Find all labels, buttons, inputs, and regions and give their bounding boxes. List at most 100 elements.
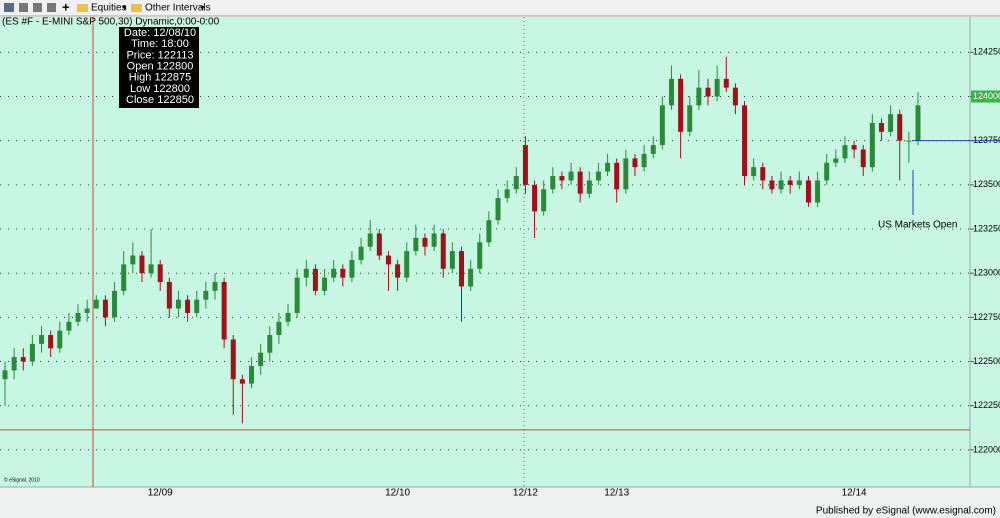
candle-body (121, 264, 127, 291)
candle-body (513, 176, 519, 190)
candle-body (431, 233, 437, 247)
toolbar-add[interactable]: + (62, 0, 70, 14)
candle-body (504, 189, 510, 199)
candle-body (267, 335, 273, 353)
y-tick-label: 124250 (973, 47, 1000, 57)
y-tick-label: 123500 (973, 179, 1000, 189)
tooltip-line: Close 122850 (126, 94, 194, 106)
candle-body (805, 180, 811, 203)
candle-body (787, 180, 793, 185)
candle-body (422, 237, 428, 247)
candle-body (495, 198, 501, 221)
candle-body (194, 299, 200, 313)
candle-body (66, 321, 72, 331)
candle-body (897, 114, 903, 141)
candle-body (294, 277, 300, 313)
toolbar-icon[interactable] (47, 3, 56, 12)
candle-body (851, 145, 857, 150)
candle-body (349, 259, 355, 278)
candle-body (860, 149, 866, 168)
toolbar-menu[interactable]: Other Intervals (145, 3, 211, 14)
toolbar (0, 0, 1000, 16)
candle-body (112, 290, 118, 318)
dropdown-arrow[interactable]: ▼ (199, 5, 206, 12)
candle-body (778, 180, 784, 190)
y-tick-label: 122500 (973, 356, 1000, 366)
folder-icon[interactable] (77, 4, 88, 12)
y-tick-label: 122000 (973, 444, 1000, 454)
toolbar-menu[interactable]: Equities (91, 3, 127, 14)
candle-body (760, 167, 766, 181)
candle-body (869, 123, 875, 168)
candle-body (605, 162, 611, 172)
candle-body (93, 299, 99, 309)
candle-body (212, 282, 218, 291)
candle-body (75, 312, 81, 322)
dropdown-arrow[interactable]: ▼ (121, 5, 128, 12)
x-tick-label: 12/10 (385, 488, 410, 499)
candle-body (39, 335, 45, 344)
candle-body (2, 370, 8, 380)
candle-body (166, 282, 172, 309)
y-tick-label: 123000 (973, 268, 1000, 278)
candle-body (751, 167, 757, 177)
x-tick-label: 12/09 (148, 488, 173, 499)
toolbar-icon[interactable] (4, 3, 14, 12)
tooltip-box (119, 27, 199, 108)
candle-body (57, 330, 63, 349)
x-axis-area (0, 487, 1000, 518)
candle-body (796, 180, 802, 185)
candle-body (522, 145, 528, 185)
candle-body (358, 246, 364, 260)
toolbar-icon[interactable] (19, 3, 28, 12)
candle-body (440, 233, 446, 269)
candle-body (915, 105, 921, 141)
candle-body (459, 251, 464, 287)
candle-body (449, 251, 455, 269)
candle-body (550, 176, 556, 190)
candle-body (824, 162, 830, 181)
y-tick-label: 123250 (973, 223, 1000, 233)
chart-title: (ES #F - E-MINI S&P 500,30) Dynamic,0:00… (2, 17, 220, 28)
candle-body (541, 189, 547, 212)
candle-body (623, 158, 629, 190)
candle-body (878, 123, 884, 132)
candle-body (532, 184, 538, 212)
candle-body (20, 357, 26, 362)
tooltip-line: Time: 18:00 (131, 38, 189, 50)
toolbar-icon[interactable] (33, 3, 42, 12)
candle-body (175, 299, 181, 309)
candle-body (568, 171, 574, 181)
candle-body (641, 153, 647, 168)
candle-body (486, 220, 492, 243)
candle-body (769, 180, 775, 190)
candle-body (650, 145, 656, 154)
candle-body (84, 308, 90, 313)
y-tick-label: 123750 (973, 135, 1000, 145)
tooltip-line: Date: 12/08/10 (124, 27, 196, 39)
candle-body (29, 343, 35, 362)
candle-body (331, 268, 337, 278)
candle-body (249, 365, 255, 384)
candle-body (833, 158, 839, 163)
candle-body (148, 264, 154, 274)
candle-body (632, 158, 638, 168)
candle-body (285, 312, 291, 322)
candle-body (586, 180, 592, 194)
folder-icon[interactable] (131, 4, 142, 12)
last-price-box (971, 90, 1000, 103)
candle-body (742, 105, 748, 177)
copyright: © eSignal, 2010 (4, 476, 40, 483)
candle-body (221, 282, 227, 340)
candle-body (404, 251, 410, 278)
x-tick-label: 12/12 (513, 488, 538, 499)
plot: 122000 122250 122500 122750 123000 123250 1235… (0, 47, 1000, 499)
candle-body (815, 180, 821, 203)
candle-body (687, 105, 693, 132)
candle-body (842, 145, 848, 159)
candle-body (276, 321, 282, 336)
candle-body (48, 335, 54, 349)
candle-body (559, 176, 565, 181)
